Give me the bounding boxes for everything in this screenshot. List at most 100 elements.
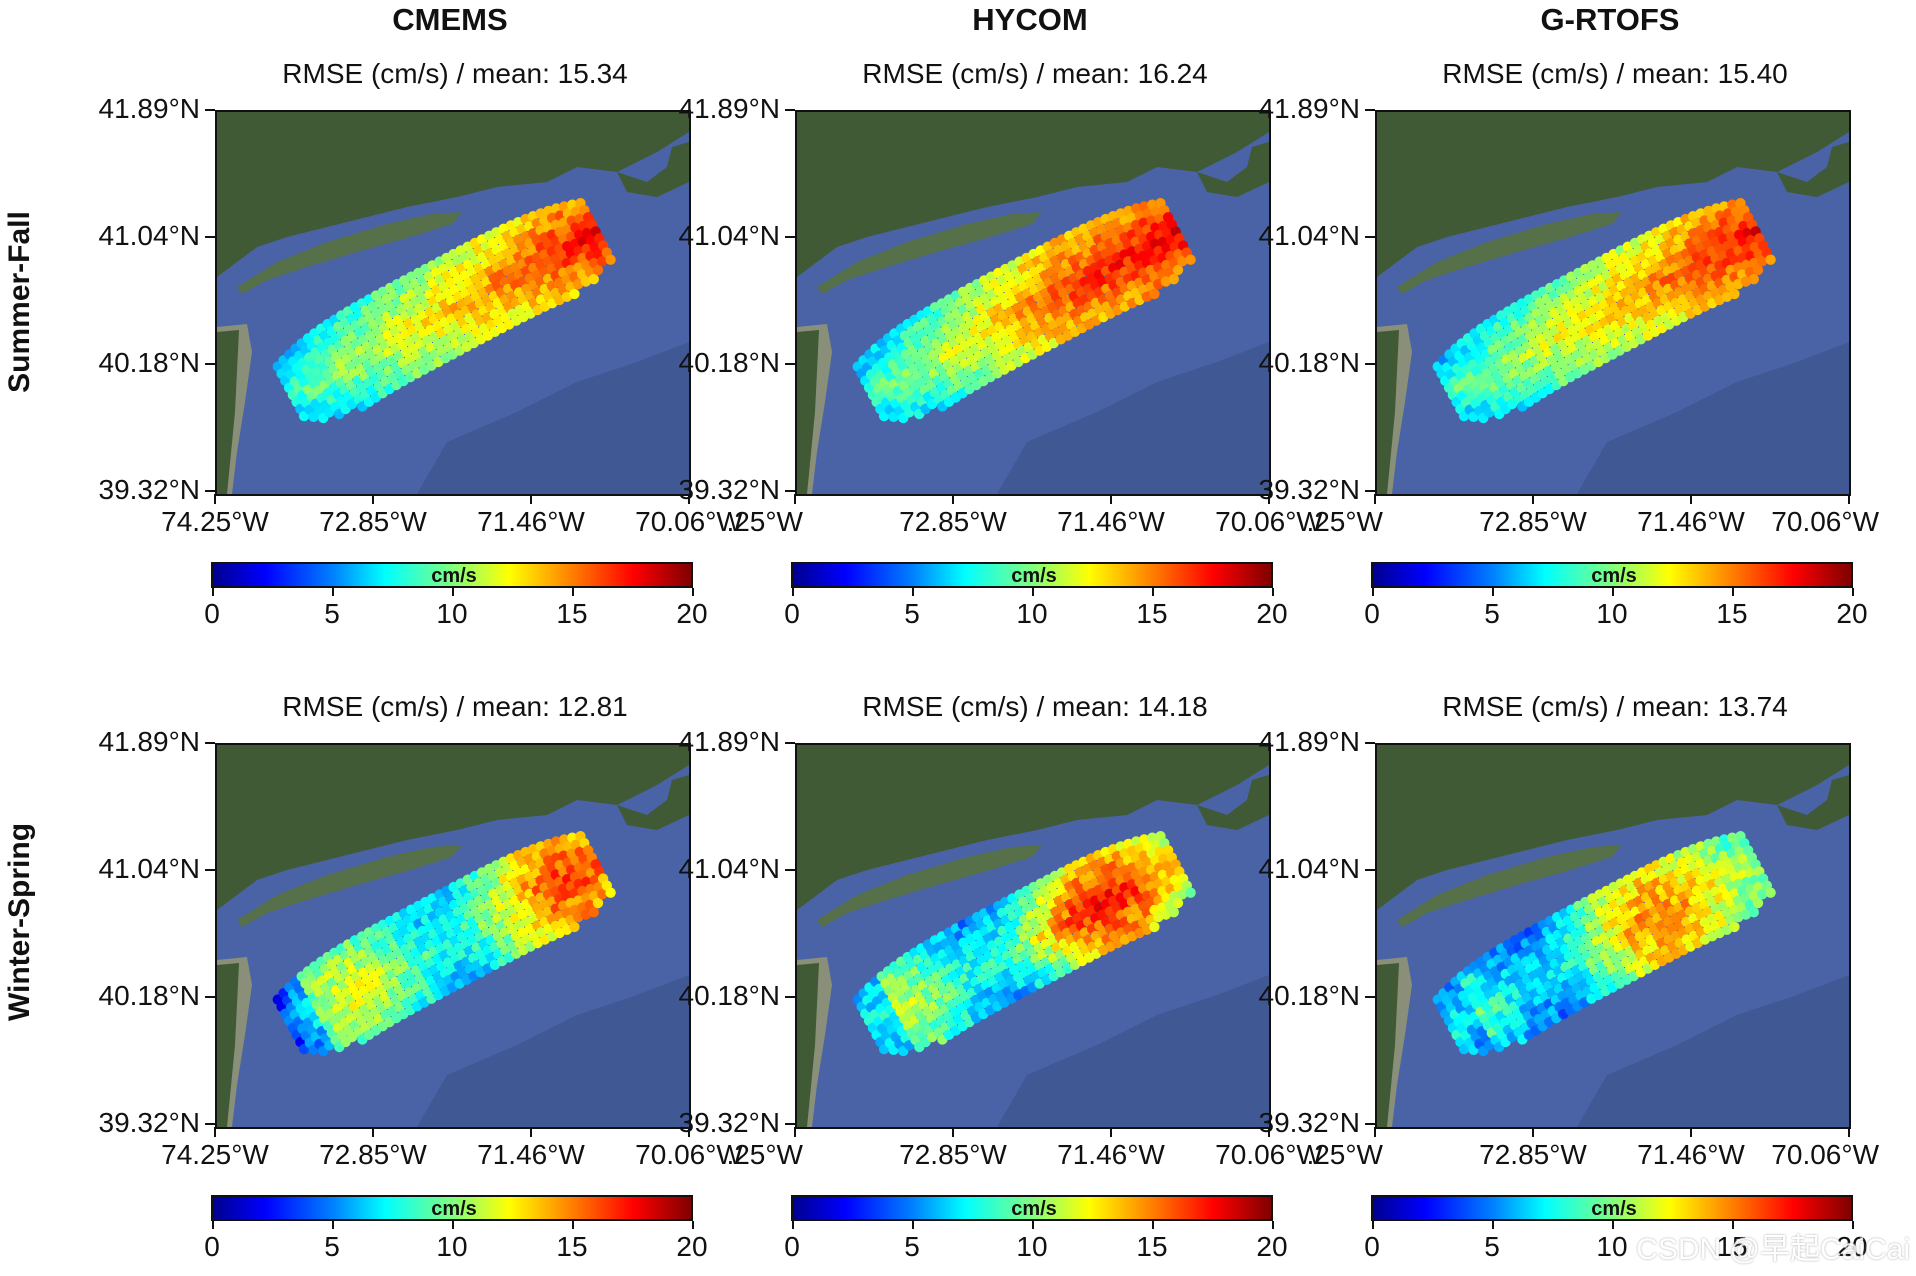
colorbar-tick-label: 20 [676,598,708,629]
y-tick-label: 41.04°N [678,853,781,884]
shelf-region [997,342,1269,494]
long-island [817,212,1042,294]
colorbar-tick [572,1221,574,1229]
rmse-field [1432,831,1776,1057]
y-tick [1365,869,1375,871]
row-label-summer-fall: Summer-Fall [3,211,36,393]
x-tick [1374,494,1376,504]
y-tick-label: 41.89°N [678,726,781,757]
colorbar-tick-label: 10 [436,598,468,629]
y-tick-label: 41.04°N [98,853,201,884]
x-tick [1848,494,1850,504]
colorbar-tick [1372,588,1374,596]
colorbar-tick-label: 10 [436,1231,468,1262]
x-tick [1848,1127,1850,1137]
y-tick-label: 39.32°N [98,474,201,505]
colorbar-tick-label: 20 [1836,1231,1868,1262]
map-canvas [1377,745,1849,1127]
x-tick [1110,494,1112,504]
colorbar-tick [1492,1221,1494,1229]
cape-land [1777,142,1849,197]
x-tick-label: 71.46°W [477,506,585,537]
x-tick [952,1127,954,1137]
y-tick-label: 40.18°N [678,347,781,378]
x-tick-label: 71.46°W [1057,1139,1165,1170]
colorbar-tick-label: 0 [784,598,800,629]
y-tick-label: 39.32°N [678,474,781,505]
panel-subtitle: RMSE (cm/s) / mean: 16.24 [862,58,1208,89]
column-title-grtofs: G-RTOFS [1540,2,1680,37]
y-tick [1365,742,1375,744]
y-tick [1365,1123,1375,1125]
rmse-field [852,198,1196,424]
mainland [797,745,1269,910]
long-island [237,212,462,294]
y-tick [785,996,795,998]
x-tick [688,1127,690,1137]
map-canvas [797,112,1269,494]
y-tick [205,109,215,111]
row-label-winter-spring: Winter-Spring [3,822,36,1022]
y-tick-label: 41.89°N [98,726,201,757]
colorbar: cm/s [1371,1195,1853,1221]
map-canvas [217,745,689,1127]
x-tick [794,1127,796,1137]
column-title-hycom: HYCOM [972,2,1088,37]
y-tick [785,869,795,871]
x-tick-label: 70.06°W [1771,1139,1879,1170]
colorbar-tick-label: 0 [204,598,220,629]
y-tick-label: 41.89°N [678,93,781,124]
x-tick [688,494,690,504]
y-tick-label: 39.32°N [678,1107,781,1138]
map-frame [215,743,691,1129]
y-tick [1365,363,1375,365]
x-tick-label: 72.85°W [899,506,1007,537]
colorbar-tick [692,1221,694,1229]
column-title-cmems: CMEMS [392,2,508,37]
x-tick-label: 70.06°W [1215,1139,1323,1170]
colorbar-tick-label: 5 [324,1231,340,1262]
y-tick-label: 41.89°N [1258,726,1361,757]
x-tick-label: 71.46°W [477,1139,585,1170]
colorbar-label: cm/s [431,1198,477,1220]
y-tick-label: 40.18°N [678,980,781,1011]
colorbar-tick-label: 0 [1364,598,1380,629]
colorbar-tick [1032,1221,1034,1229]
colorbar-label: cm/s [1591,565,1637,587]
colorbar-tick [1732,588,1734,596]
mainland [797,112,1269,277]
cape-land [1197,775,1269,830]
colorbar-tick [1612,1221,1614,1229]
colorbar-tick-label: 10 [1596,1231,1628,1262]
colorbar-tick-label: 15 [1716,1231,1748,1262]
mainland [217,745,689,910]
x-tick-label: 71.46°W [1637,1139,1745,1170]
colorbar-tick-label: 15 [1136,1231,1168,1262]
colorbar-tick-label: 20 [676,1231,708,1262]
long-island [237,845,462,927]
map-canvas [217,112,689,494]
colorbar-tick-label: 0 [784,1231,800,1262]
colorbar-tick-label: 0 [1364,1231,1380,1262]
x-tick [1374,1127,1376,1137]
colorbar-tick-label: 20 [1256,1231,1288,1262]
colorbar-tick [1372,1221,1374,1229]
x-tick [372,494,374,504]
y-tick [205,490,215,492]
x-tick-label: 72.85°W [319,506,427,537]
x-tick-label: 72.85°W [319,1139,427,1170]
cape-land [1197,142,1269,197]
colorbar-tick [1032,588,1034,596]
y-tick [785,363,795,365]
y-tick-label: 41.04°N [98,220,201,251]
watermark: CSDN @早起CaiCai [1636,1233,1910,1266]
cape-land [1777,775,1849,830]
x-tick [530,1127,532,1137]
cape-land [617,775,689,830]
x-tick [1532,494,1534,504]
colorbar-label: cm/s [431,565,477,587]
y-tick [205,742,215,744]
colorbar-tick [692,588,694,596]
x-tick-label: 72.85°W [899,1139,1007,1170]
x-tick-label: .25°W [726,1139,803,1170]
